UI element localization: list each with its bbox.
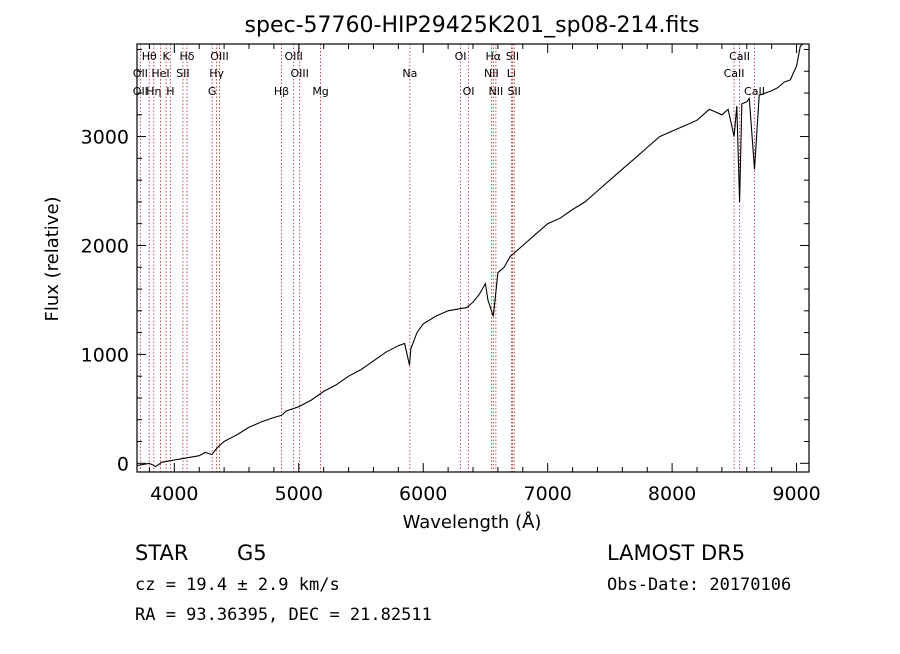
line-marker-label: NII — [484, 67, 499, 80]
line-marker-label: OIII — [284, 50, 302, 63]
line-marker-label: HeI — [151, 67, 169, 80]
line-marker-label: Mg — [312, 85, 328, 98]
x-tick-label: 6000 — [399, 483, 447, 505]
x-axis-label: Wavelength (Å) — [403, 511, 542, 533]
spectrum-line — [136, 43, 804, 468]
x-tick-label: 9000 — [772, 483, 820, 505]
x-tick-label: 8000 — [648, 483, 696, 505]
line-marker-label: H — [166, 85, 174, 98]
line-marker-label: CaII — [729, 50, 750, 63]
radec-label: RA = 93.36395, DEC = 21.82511 — [135, 605, 432, 625]
line-marker-label: NII — [489, 85, 504, 98]
line-marker-label: Hγ — [209, 67, 224, 80]
series-layer — [136, 43, 804, 468]
line-marker-label: Hη — [146, 85, 161, 98]
line-marker-label: CaII — [724, 67, 745, 80]
line-marker-label: SII — [506, 50, 519, 63]
redshift-label: cz = 19.4 ± 2.9 km/s — [135, 575, 340, 595]
line-marker-label: Hβ — [274, 85, 289, 98]
line-marker-label: SII — [176, 67, 189, 80]
x-tick-label: 7000 — [523, 483, 571, 505]
chart-title: spec-57760-HIP29425K201_sp08-214.fits — [245, 13, 700, 38]
line-marker-label: OIII — [290, 67, 308, 80]
x-tick-label: 5000 — [275, 483, 323, 505]
obs-date-label: Obs-Date: 20170106 — [607, 575, 791, 595]
plot-frame — [136, 43, 810, 473]
y-tick-label: 2000 — [81, 235, 129, 257]
y-tick-label: 1000 — [81, 344, 129, 366]
object-subclass: G5 — [237, 541, 267, 565]
object-class: STAR — [135, 541, 188, 565]
line-marker-label: CaII — [744, 85, 765, 98]
line-marker-label: Hδ — [180, 50, 195, 63]
line-marker-label: K — [163, 50, 171, 63]
y-tick-label: 3000 — [81, 127, 129, 149]
line-marker-label: Na — [402, 67, 417, 80]
x-tick-label: 4000 — [150, 483, 198, 505]
line-marker-label: OI — [455, 50, 467, 63]
line-marker-label: OIII — [210, 50, 228, 63]
line-marker-label: OI — [463, 85, 475, 98]
axis-layer: 4000 5000 6000 7000 8000 9000 0 1000 2000 3000 — [81, 44, 821, 505]
line-marker-label: OII — [133, 67, 148, 80]
line-marker-label: Li — [507, 67, 516, 80]
line-marker-label: Hθ — [142, 50, 157, 63]
line-marker-label: Hα — [486, 50, 502, 63]
y-tick-label: 0 — [117, 453, 129, 475]
y-axis-label: Flux (relative) — [42, 196, 63, 321]
line-marker-label: SII — [507, 85, 520, 98]
survey-label: LAMOST DR5 — [607, 541, 745, 565]
line-marker-label: G — [208, 85, 217, 98]
